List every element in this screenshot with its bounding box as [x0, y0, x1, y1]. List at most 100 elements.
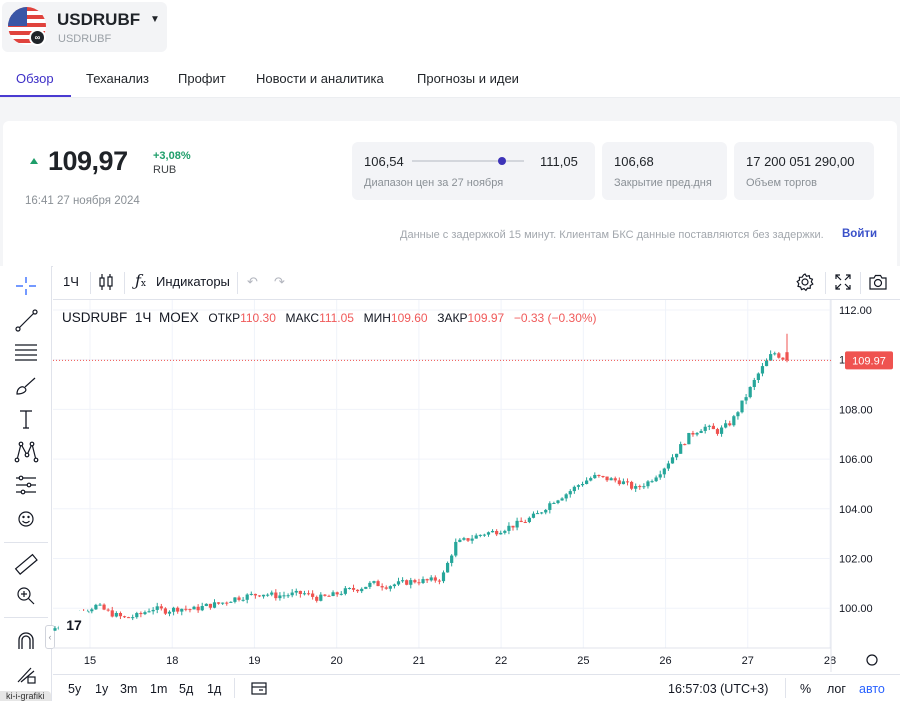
range-1m-button[interactable]: 1m: [150, 682, 168, 696]
candle-body: [372, 581, 376, 583]
tab-news[interactable]: Новости и аналитика: [256, 71, 384, 86]
camera-icon[interactable]: [868, 273, 888, 294]
fib-lines-icon[interactable]: [11, 339, 41, 365]
candle-body: [646, 481, 650, 487]
crosshair-icon[interactable]: [11, 273, 41, 299]
candle-body: [311, 593, 315, 597]
legend-open-label: ОТКР: [208, 311, 241, 325]
tab-forecasts[interactable]: Прогнозы и идеи: [417, 71, 519, 86]
candle-body: [495, 530, 499, 535]
collapse-toolbar-button[interactable]: ‹: [45, 625, 55, 649]
pattern-icon[interactable]: [11, 439, 41, 465]
ticker-name[interactable]: USDRUBF: [57, 10, 141, 29]
x-tick-label: 28: [824, 655, 836, 667]
candle-body: [441, 572, 446, 582]
range-3m-button[interactable]: 3m: [120, 682, 138, 696]
candle-body: [752, 379, 756, 387]
candle-body: [192, 606, 196, 610]
lock-pencil-icon[interactable]: [11, 661, 41, 687]
interval-button[interactable]: 1Ч: [63, 274, 79, 289]
candle-body: [323, 594, 327, 596]
candle-body: [621, 481, 626, 485]
zoom-in-icon[interactable]: [11, 583, 41, 609]
trend-line-icon[interactable]: [11, 307, 41, 333]
candle-body: [376, 581, 380, 587]
candle-body: [540, 512, 544, 514]
y-tick-label: 106.00: [839, 454, 873, 466]
candle-body: [507, 525, 511, 531]
magnet-icon[interactable]: [11, 628, 41, 654]
candle-body: [208, 603, 212, 608]
candle-body: [568, 491, 572, 495]
price-chart[interactable]: 112.00110.00108.00106.00104.00102.00100.…: [53, 300, 900, 674]
smiley-icon[interactable]: [11, 506, 41, 532]
forecast-icon[interactable]: [11, 472, 41, 498]
candle-body: [523, 522, 527, 524]
legend-low: 109.60: [390, 311, 428, 325]
brush-icon[interactable]: [11, 373, 41, 399]
active-tab-indicator: [0, 95, 71, 97]
range-label: Диапазон цен за 27 ноября: [364, 177, 504, 189]
range-1y-button[interactable]: 1y: [95, 682, 109, 696]
redo-icon[interactable]: ↷: [274, 274, 285, 289]
range-5d-button[interactable]: 5д: [179, 682, 194, 696]
futures-badge-icon: ∞: [29, 29, 46, 46]
login-link[interactable]: Войти: [842, 228, 878, 240]
watermark-tab: ki-i-grafiki: [0, 691, 51, 701]
tab-tech-analysis[interactable]: Теханализ: [86, 71, 149, 86]
tab-profit[interactable]: Профит: [178, 71, 226, 86]
candle-body: [417, 582, 421, 584]
day-range-stat: 106,54 111,05 Диапазон цен за 27 ноября: [352, 142, 595, 200]
candle-body: [556, 500, 560, 503]
axis-settings-icon: [866, 654, 878, 666]
candle-body: [266, 594, 270, 596]
candle-body: [662, 468, 666, 475]
candle-body: [315, 596, 319, 601]
top-bar: ∞ USDRUBF ▼ USDRUBF: [0, 0, 900, 62]
candles-icon[interactable]: [98, 272, 114, 295]
drawing-toolbar: [0, 266, 52, 701]
candle-body: [155, 606, 159, 610]
candle-body: [413, 580, 417, 583]
auto-scale-button[interactable]: авто: [859, 682, 885, 696]
chevron-down-icon[interactable]: ▼: [150, 14, 160, 25]
undo-icon[interactable]: ↶: [247, 274, 258, 289]
candle-body: [143, 612, 147, 615]
fullscreen-icon[interactable]: [834, 273, 852, 294]
text-tool-icon[interactable]: [11, 406, 41, 432]
candle-body: [744, 397, 748, 401]
prev-close-label: Закрытие пред.дня: [614, 177, 712, 189]
candle-body: [437, 580, 442, 582]
legend-high: 111.05: [319, 311, 354, 325]
candle-body: [756, 373, 760, 380]
settings-gear-icon[interactable]: [795, 272, 815, 295]
candle-body: [454, 541, 458, 556]
candle-body: [319, 594, 323, 601]
date-range-icon[interactable]: [250, 680, 268, 699]
toolbar-divider: [4, 542, 48, 543]
log-scale-button[interactable]: лог: [827, 682, 846, 696]
candle-body: [290, 592, 294, 596]
range-1d-button[interactable]: 1д: [207, 682, 222, 696]
indicators-icon[interactable]: ƒx: [135, 271, 146, 290]
toolbar-divider: [860, 272, 861, 294]
arrow-up-icon: [30, 158, 38, 164]
volume-value: 17 200 051 290,00: [746, 154, 855, 169]
candle-body: [360, 588, 364, 592]
y-tick-label: 108.00: [839, 404, 873, 416]
candle-body: [392, 584, 397, 587]
ticker-selector[interactable]: ∞ USDRUBF ▼ USDRUBF: [2, 2, 167, 52]
range-5y-button[interactable]: 5y: [68, 682, 82, 696]
indicators-button[interactable]: Индикаторы: [156, 274, 230, 289]
candle-body: [625, 481, 630, 483]
ruler-icon[interactable]: [11, 551, 41, 577]
candle-body: [200, 606, 204, 611]
tab-overview[interactable]: Обзор: [16, 71, 54, 86]
candle-body: [450, 555, 454, 563]
candle-body: [298, 590, 302, 594]
chart-clock[interactable]: 16:57:03 (UTC+3): [668, 682, 769, 696]
candle-body: [462, 538, 466, 540]
percent-scale-button[interactable]: %: [800, 682, 812, 696]
candle-body: [691, 432, 695, 435]
candle-body: [703, 426, 707, 431]
